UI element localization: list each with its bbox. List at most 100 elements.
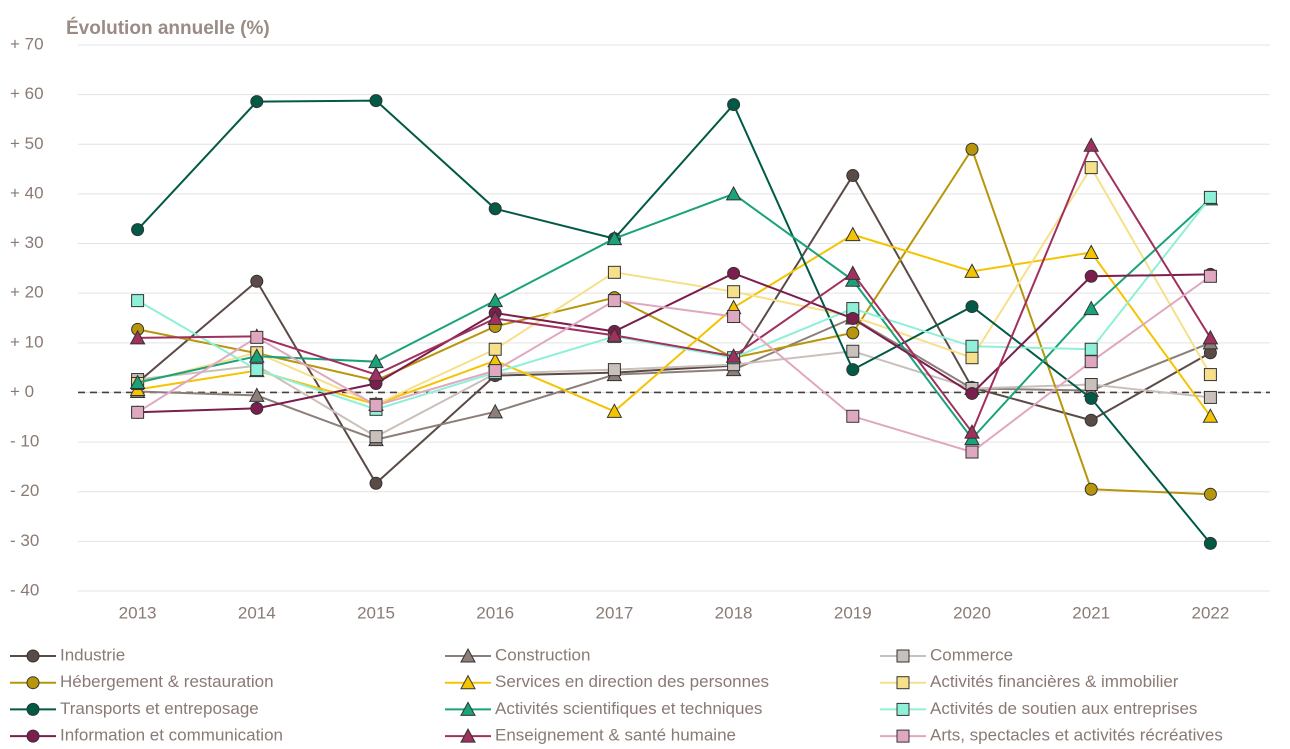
marker xyxy=(965,386,979,400)
marker xyxy=(1084,413,1098,427)
marker xyxy=(369,476,383,490)
marker xyxy=(487,310,504,325)
marker xyxy=(964,263,980,278)
series-line xyxy=(137,275,1211,454)
series-line xyxy=(137,143,1212,435)
y-tick-label: + 10 xyxy=(10,332,44,351)
marker xyxy=(1203,368,1217,382)
legend-label: Commerce xyxy=(930,645,1013,664)
marker xyxy=(488,364,502,378)
marker xyxy=(846,169,860,183)
x-tick-label: 2013 xyxy=(119,603,157,622)
y-tick-label: + 50 xyxy=(10,134,44,153)
marker xyxy=(1203,536,1217,550)
marker xyxy=(846,326,860,340)
marker xyxy=(369,94,383,108)
marker xyxy=(1084,378,1098,392)
marker xyxy=(460,701,476,716)
marker xyxy=(26,649,40,663)
marker xyxy=(846,311,860,325)
marker xyxy=(1202,329,1219,345)
marker xyxy=(369,430,383,444)
x-tick-label: 2016 xyxy=(476,603,514,622)
marker xyxy=(487,403,504,419)
legend-label: Activités financières & immobilier xyxy=(930,672,1179,691)
marker xyxy=(896,676,910,690)
legend-label: Activités scientifiques et techniques xyxy=(495,699,762,718)
marker xyxy=(460,674,476,690)
marker xyxy=(248,387,265,402)
marker xyxy=(488,342,502,356)
marker xyxy=(965,300,979,314)
x-tick-label: 2017 xyxy=(595,603,633,622)
marker xyxy=(846,363,860,377)
marker xyxy=(727,285,741,299)
series-line xyxy=(137,196,1212,411)
marker xyxy=(26,729,40,743)
legend-label: Industrie xyxy=(60,645,125,664)
series-line xyxy=(137,316,1211,441)
marker xyxy=(26,676,40,690)
x-tick-label: 2014 xyxy=(238,603,276,622)
marker xyxy=(1202,408,1219,423)
marker xyxy=(250,274,264,288)
y-tick-label: + 60 xyxy=(10,84,44,103)
marker xyxy=(607,265,621,279)
series-line xyxy=(137,146,1211,496)
legend-label: Hébergement & restauration xyxy=(60,672,274,691)
marker xyxy=(1084,269,1098,283)
marker xyxy=(129,329,146,345)
marker xyxy=(727,98,741,112)
marker xyxy=(460,728,476,743)
x-tick-label: 2020 xyxy=(953,603,991,622)
marker xyxy=(131,294,145,308)
marker xyxy=(965,339,979,353)
series-line xyxy=(137,272,1211,414)
marker xyxy=(727,266,741,280)
y-tick-label: + 20 xyxy=(10,283,44,302)
marker xyxy=(606,230,623,246)
marker xyxy=(727,310,741,324)
y-tick-label: + 40 xyxy=(10,183,44,202)
legend-label: Transports et entreposage xyxy=(60,699,259,718)
marker xyxy=(1084,342,1098,356)
marker xyxy=(487,292,504,308)
marker xyxy=(606,403,623,418)
legend-label: Arts, spectacles et activités récréative… xyxy=(930,726,1223,745)
marker xyxy=(250,330,264,344)
chart-title: Évolution annuelle (%) xyxy=(66,17,270,39)
x-tick-label: 2015 xyxy=(357,603,395,622)
marker xyxy=(846,344,860,358)
marker xyxy=(964,424,980,439)
series-line xyxy=(137,350,1211,438)
marker xyxy=(846,409,860,423)
series-line xyxy=(137,192,1212,441)
y-tick-label: - 20 xyxy=(10,481,39,500)
y-tick-label: - 10 xyxy=(10,432,39,451)
marker xyxy=(369,398,383,412)
x-tick-label: 2019 xyxy=(834,603,872,622)
y-tick-label: - 40 xyxy=(10,580,39,599)
marker xyxy=(250,363,264,377)
marker xyxy=(26,702,40,716)
marker xyxy=(250,95,264,109)
marker xyxy=(460,647,476,663)
y-tick-label: + 30 xyxy=(10,233,44,252)
marker xyxy=(1083,244,1100,259)
marker xyxy=(1083,300,1100,316)
legend-label: Enseignement & santé humaine xyxy=(495,726,736,745)
x-tick-label: 2022 xyxy=(1191,603,1229,622)
legend-label: Activités de soutien aux entreprises xyxy=(930,699,1197,718)
x-tick-label: 2021 xyxy=(1072,603,1110,622)
marker xyxy=(1203,390,1217,404)
legend-label: Services en direction des personnes xyxy=(495,672,769,691)
series-line xyxy=(136,99,1212,544)
marker xyxy=(131,223,145,237)
marker xyxy=(965,351,979,365)
marker xyxy=(896,649,910,663)
marker xyxy=(1084,161,1098,175)
marker xyxy=(1084,391,1098,405)
marker xyxy=(129,374,146,390)
marker xyxy=(725,348,742,363)
